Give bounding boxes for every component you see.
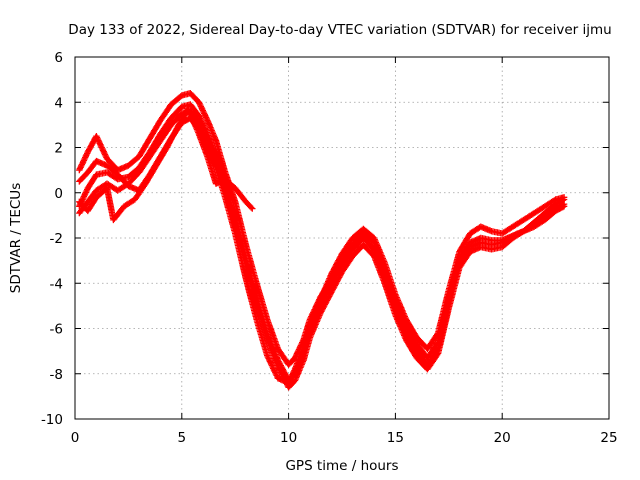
data-point [248, 204, 255, 211]
y-tick-label: -4 [50, 276, 63, 292]
data-point [266, 358, 274, 365]
x-tick-labels: 0 5 10 15 20 25 [71, 430, 618, 446]
y-tick-labels: -10 -8 -6 -4 -2 0 2 4 6 [41, 50, 63, 428]
data-point [249, 205, 256, 212]
data-point [199, 107, 206, 114]
data-point [434, 331, 441, 338]
data-point [271, 368, 278, 375]
data-point [332, 281, 339, 288]
data-point [80, 194, 87, 202]
data-point [268, 360, 275, 368]
data-point [167, 136, 175, 143]
data-point [289, 371, 296, 378]
data-point [196, 100, 203, 107]
data-point [276, 367, 284, 375]
y-tick-label: -2 [50, 231, 63, 247]
y-tick-label: 2 [54, 141, 63, 157]
data-point [98, 144, 105, 151]
plot-frame [74, 56, 610, 420]
series-3 [76, 108, 568, 391]
data-point [198, 104, 205, 111]
data-point [188, 113, 195, 120]
data-point [200, 110, 208, 117]
data-point [81, 155, 88, 163]
data-point [99, 147, 107, 154]
data-point [93, 134, 101, 141]
y-tick-label: 4 [54, 95, 63, 111]
data-point [560, 194, 568, 201]
data-point [94, 135, 101, 143]
data-point [270, 365, 277, 372]
x-tick-label: 20 [494, 430, 511, 446]
data-point [83, 187, 90, 195]
data-point [266, 356, 273, 364]
data-point [101, 151, 109, 158]
x-tick-label: 5 [178, 430, 187, 446]
data-point [78, 161, 86, 168]
data-point [323, 281, 331, 288]
data-point [321, 285, 329, 292]
data-point [80, 158, 87, 165]
data-point [172, 126, 180, 134]
series-5 [76, 105, 256, 224]
data-point [82, 189, 89, 196]
x-tick-label: 10 [280, 430, 297, 446]
data-point [82, 153, 89, 160]
data-point [395, 298, 402, 306]
y-tick-label: -10 [41, 412, 63, 428]
data-point [337, 271, 344, 278]
data-point [313, 306, 320, 313]
data-point [322, 300, 329, 307]
chart-title: Day 133 of 2022, Sidereal Day-to-day VTE… [68, 22, 611, 38]
data-point [401, 333, 408, 341]
data-point [97, 142, 105, 150]
data-point [201, 111, 208, 118]
data-point [314, 315, 322, 322]
data-point [272, 370, 280, 378]
y-tick-label: -6 [50, 322, 63, 338]
data-point [337, 253, 344, 260]
data-point [96, 140, 103, 147]
data-points [76, 90, 568, 391]
data-point [202, 114, 210, 121]
data-point [434, 351, 441, 358]
data-point [102, 152, 109, 160]
x-tick-label: 15 [387, 430, 404, 446]
data-point [76, 165, 84, 172]
data-point [197, 101, 204, 109]
data-point [397, 303, 404, 310]
x-tick-label: 0 [71, 430, 80, 446]
data-point [314, 301, 322, 309]
data-point [270, 366, 278, 373]
x-axis-label: GPS time / hours [285, 458, 398, 474]
data-point [327, 290, 334, 297]
data-point [81, 192, 88, 199]
x-tick-label: 25 [600, 430, 617, 446]
y-axis-label: SDTVAR / TECUs [8, 183, 24, 293]
data-point [264, 353, 272, 361]
data-point [332, 262, 339, 270]
y-tick-label: -8 [50, 367, 63, 383]
y-tick-label: 6 [54, 50, 63, 66]
data-point [83, 151, 90, 158]
y-tick-label: 0 [54, 186, 63, 202]
grid-lines [75, 57, 609, 419]
